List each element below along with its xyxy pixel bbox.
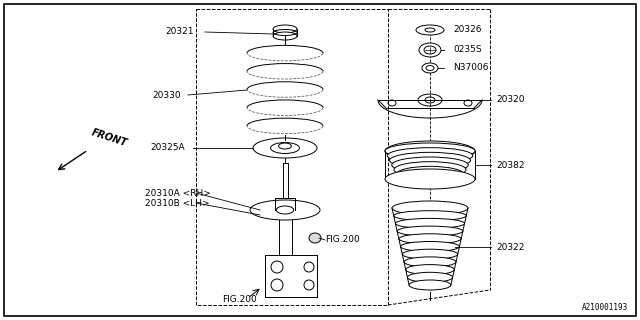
Ellipse shape — [385, 169, 475, 189]
Ellipse shape — [406, 265, 454, 275]
Text: 20320: 20320 — [496, 95, 525, 105]
Text: A210001193: A210001193 — [582, 303, 628, 312]
Text: 20310B <LH>: 20310B <LH> — [145, 198, 210, 207]
Ellipse shape — [419, 43, 441, 57]
Text: 20325A: 20325A — [150, 143, 184, 153]
Ellipse shape — [392, 201, 468, 215]
Ellipse shape — [394, 211, 467, 221]
Ellipse shape — [273, 25, 297, 33]
Text: 20321: 20321 — [165, 28, 193, 36]
Bar — [196, 9, 388, 305]
Ellipse shape — [404, 257, 456, 267]
Ellipse shape — [396, 166, 464, 182]
Ellipse shape — [399, 234, 461, 244]
Text: 20322: 20322 — [496, 243, 524, 252]
Ellipse shape — [273, 32, 297, 40]
Ellipse shape — [392, 157, 468, 173]
Text: 20382: 20382 — [496, 161, 525, 170]
Ellipse shape — [253, 138, 317, 158]
Ellipse shape — [422, 63, 438, 73]
Ellipse shape — [409, 280, 451, 290]
Ellipse shape — [399, 171, 461, 187]
Text: FIG.200: FIG.200 — [325, 236, 360, 244]
Text: FRONT: FRONT — [90, 127, 129, 148]
Text: 20330: 20330 — [152, 91, 180, 100]
Ellipse shape — [396, 218, 465, 228]
Ellipse shape — [403, 249, 458, 259]
Text: 0235S: 0235S — [453, 45, 482, 54]
Ellipse shape — [401, 242, 460, 252]
Ellipse shape — [408, 272, 452, 282]
Ellipse shape — [387, 148, 473, 164]
Text: 20310A <RH>: 20310A <RH> — [145, 188, 211, 197]
Ellipse shape — [309, 233, 321, 243]
Ellipse shape — [397, 226, 463, 236]
Text: N37006: N37006 — [453, 63, 488, 73]
Ellipse shape — [385, 141, 475, 161]
Text: 20326: 20326 — [453, 26, 481, 35]
Ellipse shape — [385, 143, 475, 159]
Ellipse shape — [416, 25, 444, 35]
Ellipse shape — [390, 152, 470, 168]
Text: FIG.200: FIG.200 — [222, 295, 257, 305]
Ellipse shape — [250, 200, 320, 220]
Ellipse shape — [394, 162, 466, 178]
